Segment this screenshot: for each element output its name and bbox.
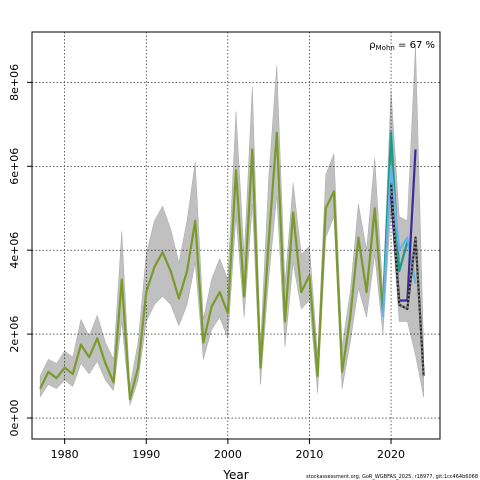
grid-layer xyxy=(32,32,440,439)
x-tick-label: 1990 xyxy=(132,448,160,461)
x-tick-label: 2000 xyxy=(214,448,242,461)
y-tick-label: 4e+06 xyxy=(8,232,21,269)
y-tick-label: 8e+06 xyxy=(8,64,21,101)
x-tick-label: 1980 xyxy=(51,448,79,461)
rho-value: = 67 % xyxy=(395,40,435,51)
y-tick-label: 0e+00 xyxy=(8,400,21,437)
x-tick-label: 2020 xyxy=(377,448,405,461)
y-tick-label: 2e+06 xyxy=(8,316,21,353)
rho-symbol: ρ xyxy=(369,40,375,51)
y-tick-label: 6e+06 xyxy=(8,148,21,185)
mohn-rho-annotation: ρMohn = 67 % xyxy=(369,40,435,52)
credit-text: stockassessment.org, GoR_WGBFAS_2025, r1… xyxy=(306,474,478,480)
x-axis-title: Year xyxy=(222,468,248,480)
rho-subscript: Mohn xyxy=(376,44,395,52)
plot-frame xyxy=(31,31,441,440)
series-line-0 xyxy=(39,131,393,401)
series-line-5 xyxy=(390,182,425,377)
series-layer xyxy=(39,131,425,401)
x-tick-label: 2010 xyxy=(295,448,323,461)
y-axis: 0e+00 2e+06 4e+06 6e+06 8e+06 xyxy=(8,64,32,437)
x-axis: 1980 1990 2000 2010 2020 xyxy=(51,439,405,461)
